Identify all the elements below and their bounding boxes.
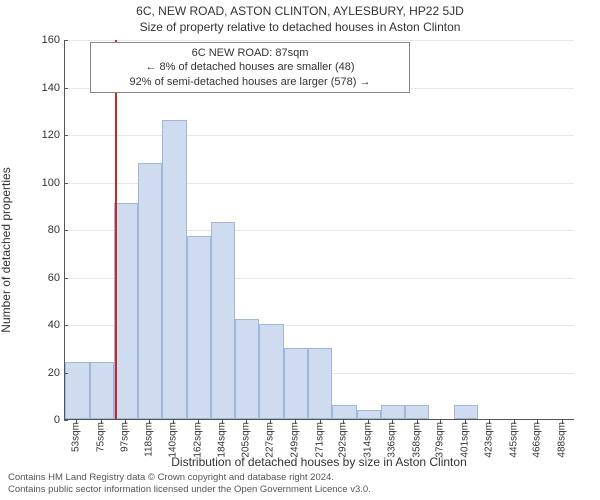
x-tick-label: 401sqm xyxy=(459,422,470,458)
chart-subtitle: Size of property relative to detached ho… xyxy=(0,20,600,34)
x-tick-label: 314sqm xyxy=(362,422,373,458)
histogram-bar xyxy=(454,405,478,419)
x-tick-label: 75sqm xyxy=(95,422,106,452)
x-tick-label: 97sqm xyxy=(120,422,131,452)
y-tick-label: 40 xyxy=(10,319,60,331)
property-annotation-box: 6C NEW ROAD: 87sqm ← 8% of detached hous… xyxy=(90,42,410,93)
y-tick-label: 120 xyxy=(10,129,60,141)
histogram-bar xyxy=(284,348,308,419)
property-marker-line xyxy=(115,40,117,419)
y-tick-label: 60 xyxy=(10,272,60,284)
footer-line-1: Contains HM Land Registry data © Crown c… xyxy=(8,472,592,484)
histogram-bar xyxy=(308,348,332,419)
y-tick-label: 20 xyxy=(10,367,60,379)
histogram-bar xyxy=(235,319,259,419)
x-tick-label: 205sqm xyxy=(240,422,251,458)
histogram-bar xyxy=(211,222,235,419)
histogram-bar xyxy=(187,236,211,419)
y-tick-label: 140 xyxy=(10,82,60,94)
x-tick-label: 379sqm xyxy=(435,422,446,458)
x-tick-label: 118sqm xyxy=(143,422,154,457)
annotation-line-2: ← 8% of detached houses are smaller (48) xyxy=(97,60,403,74)
histogram-bar xyxy=(90,362,114,419)
x-tick-label: 140sqm xyxy=(168,422,179,458)
histogram-bar xyxy=(162,120,186,419)
y-tick-label: 80 xyxy=(10,224,60,236)
histogram-bar xyxy=(405,405,429,419)
x-tick-label: 271sqm xyxy=(314,422,325,458)
x-tick-label: 292sqm xyxy=(337,422,348,458)
y-tick-label: 160 xyxy=(10,34,60,46)
histogram-bar xyxy=(381,405,405,419)
footer-line-2: Contains public sector information licen… xyxy=(8,484,592,496)
annotation-line-3: 92% of semi-detached houses are larger (… xyxy=(97,75,403,89)
annotation-line-1: 6C NEW ROAD: 87sqm xyxy=(97,46,403,60)
histogram-plot xyxy=(64,40,574,420)
histogram-bar xyxy=(114,203,138,419)
x-tick-label: 184sqm xyxy=(217,422,228,458)
x-tick-label: 466sqm xyxy=(532,422,543,458)
attribution-footer: Contains HM Land Registry data © Crown c… xyxy=(8,472,592,496)
gridline xyxy=(65,135,574,136)
x-tick-label: 423sqm xyxy=(484,422,495,458)
histogram-bar xyxy=(332,405,356,419)
x-tick-label: 249sqm xyxy=(290,422,301,458)
chart-title-address: 6C, NEW ROAD, ASTON CLINTON, AYLESBURY, … xyxy=(0,4,600,18)
x-tick-label: 358sqm xyxy=(411,422,422,458)
histogram-bar xyxy=(259,324,283,419)
y-axis-label: Number of detached properties xyxy=(0,167,13,332)
histogram-bar xyxy=(65,362,89,419)
gridline xyxy=(65,40,574,41)
histogram-bar xyxy=(357,410,381,420)
histogram-bar xyxy=(138,163,162,420)
x-tick-label: 53sqm xyxy=(71,422,82,452)
x-tick-label: 227sqm xyxy=(265,422,276,458)
y-tick-label: 100 xyxy=(10,177,60,189)
x-tick-label: 445sqm xyxy=(508,422,519,458)
x-tick-label: 336sqm xyxy=(387,422,398,458)
y-tick-label: 0 xyxy=(10,414,60,426)
x-tick-label: 488sqm xyxy=(556,422,567,458)
x-tick-label: 162sqm xyxy=(192,422,203,458)
